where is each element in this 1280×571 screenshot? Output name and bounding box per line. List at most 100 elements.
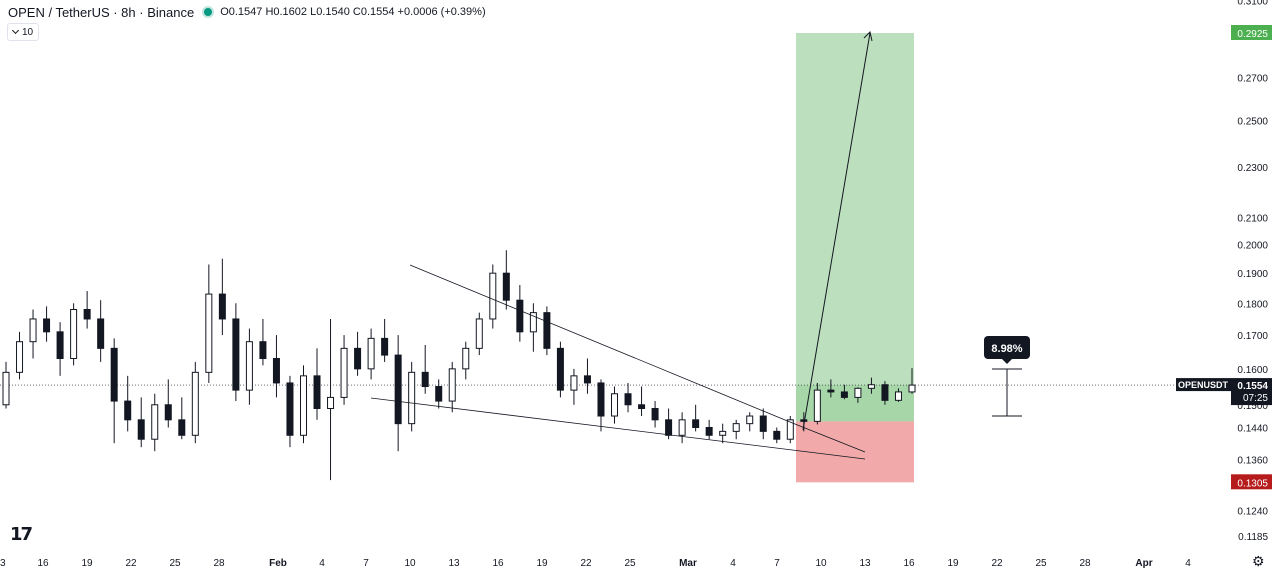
chevron-down-icon xyxy=(11,26,20,35)
volume-toggle[interactable]: 10 xyxy=(7,23,40,41)
time-tick-label: 28 xyxy=(1079,558,1091,569)
breakout-line[interactable] xyxy=(784,419,866,453)
price-tick-label: 0.1800 xyxy=(1237,299,1268,310)
candle-body xyxy=(813,389,821,422)
time-tick-label: 22 xyxy=(580,558,592,569)
price-tick-label: 0.1440 xyxy=(1237,424,1268,435)
candle-body xyxy=(840,391,848,398)
time-tick-label: 25 xyxy=(1035,558,1047,569)
price-tick: 0.2300 xyxy=(1237,163,1268,174)
symbol-badge-box xyxy=(1176,378,1231,392)
candle-body xyxy=(773,430,781,440)
time-tick-label: 19 xyxy=(947,558,959,569)
candle-body xyxy=(245,341,253,391)
candle-body xyxy=(408,371,416,425)
candle-body xyxy=(556,347,564,391)
symbol-title[interactable]: OPEN / TetherUS · 8h · Binance xyxy=(8,4,195,20)
price-tick-label: 0.1185 xyxy=(1238,532,1268,543)
candle xyxy=(205,264,213,383)
candle xyxy=(746,412,754,432)
time-axis[interactable]: 13 16 19 22 25 28 Feb 4 7 10 13 16 19 22 25 Mar 4 7 10 13 16… xyxy=(0,558,1191,569)
gear-icon[interactable]: ⚙ xyxy=(1252,553,1265,569)
price-tick: 0.2000 xyxy=(1237,241,1268,252)
candle xyxy=(286,375,294,448)
candle xyxy=(502,250,510,310)
candle xyxy=(191,361,199,444)
price-tick: 0.1240 xyxy=(1237,507,1268,518)
candle-body xyxy=(678,419,686,436)
measure-tool[interactable]: 8.98% xyxy=(984,336,1030,417)
candle xyxy=(448,361,456,413)
time-tick-label: 7 xyxy=(774,558,780,569)
candle-body xyxy=(151,404,159,440)
candle xyxy=(543,306,551,356)
price-tick: 0.3100 xyxy=(1237,0,1268,8)
candle-body xyxy=(218,293,226,320)
candle-body xyxy=(502,272,510,301)
time-tick-label: Feb xyxy=(269,558,287,569)
candle-body xyxy=(259,341,267,360)
measure-label: 8.98% xyxy=(991,343,1022,355)
time-tick-label: 4 xyxy=(319,558,325,569)
tradingview-logo[interactable]: 17 xyxy=(10,524,33,545)
candle-body xyxy=(475,318,483,349)
time-tick-label: 28 xyxy=(213,558,225,569)
candle xyxy=(29,309,37,359)
price-tick-label: 0.1360 xyxy=(1237,455,1268,466)
candle-body xyxy=(719,430,727,436)
candle-body xyxy=(83,308,91,320)
price-tick-label: 0.1700 xyxy=(1237,331,1268,342)
candle-body xyxy=(110,347,118,402)
candle-body xyxy=(597,382,605,417)
candle xyxy=(232,303,240,402)
candle-body xyxy=(205,293,213,373)
price-tick: 0.1800 xyxy=(1237,299,1268,310)
price-badge xyxy=(1231,25,1272,40)
measure-label-pointer xyxy=(1002,359,1012,364)
candle xyxy=(178,397,186,440)
candle xyxy=(719,423,727,444)
measure-label-box xyxy=(984,336,1030,359)
candle-body xyxy=(908,384,916,393)
candle xyxy=(827,379,835,398)
stop-zone xyxy=(796,421,914,483)
candle-body xyxy=(448,368,456,402)
candle xyxy=(489,264,497,329)
candle xyxy=(421,345,429,394)
price-tick: 0.1500 xyxy=(1237,401,1268,412)
projection-arrow[interactable] xyxy=(802,31,873,431)
candle xyxy=(516,285,524,342)
price-tick-label: 0.1600 xyxy=(1237,365,1268,376)
candle-body xyxy=(759,415,767,432)
candle-body xyxy=(692,419,700,429)
projection-line xyxy=(802,32,871,431)
price-tick-label: 0.2700 xyxy=(1237,74,1268,85)
candle-body xyxy=(583,375,591,384)
candle xyxy=(881,381,889,405)
candle xyxy=(665,408,673,440)
candle xyxy=(110,338,118,444)
candle xyxy=(570,368,578,405)
price-tick-label: 0.2500 xyxy=(1237,116,1268,127)
candle-body xyxy=(272,358,280,384)
candle xyxy=(638,386,646,417)
volume-toggle-value: 10 xyxy=(22,26,34,38)
candle xyxy=(732,419,740,440)
candlestick-series xyxy=(2,250,916,481)
candle xyxy=(894,388,902,402)
symbol-badge-label: OPENUSDT xyxy=(1178,380,1229,390)
time-tick-label: Mar xyxy=(679,558,697,569)
upper-trendline[interactable] xyxy=(409,264,786,421)
countdown-label: 07:25 xyxy=(1243,393,1268,404)
price-axis[interactable]: 0.1185 0.1240 0.1305 0.1360 0.1440 0.1500 0.16… xyxy=(1176,0,1272,543)
candle xyxy=(16,331,24,380)
price-tick: 0.1900 xyxy=(1237,269,1268,280)
price-tick-label: 0.1305 xyxy=(1237,478,1268,489)
candle xyxy=(692,404,700,432)
lower-trendline[interactable] xyxy=(370,397,866,460)
price-tick-label: 0.2000 xyxy=(1237,241,1268,252)
candle xyxy=(164,379,172,428)
candle xyxy=(70,303,78,366)
candle-body xyxy=(124,400,132,421)
